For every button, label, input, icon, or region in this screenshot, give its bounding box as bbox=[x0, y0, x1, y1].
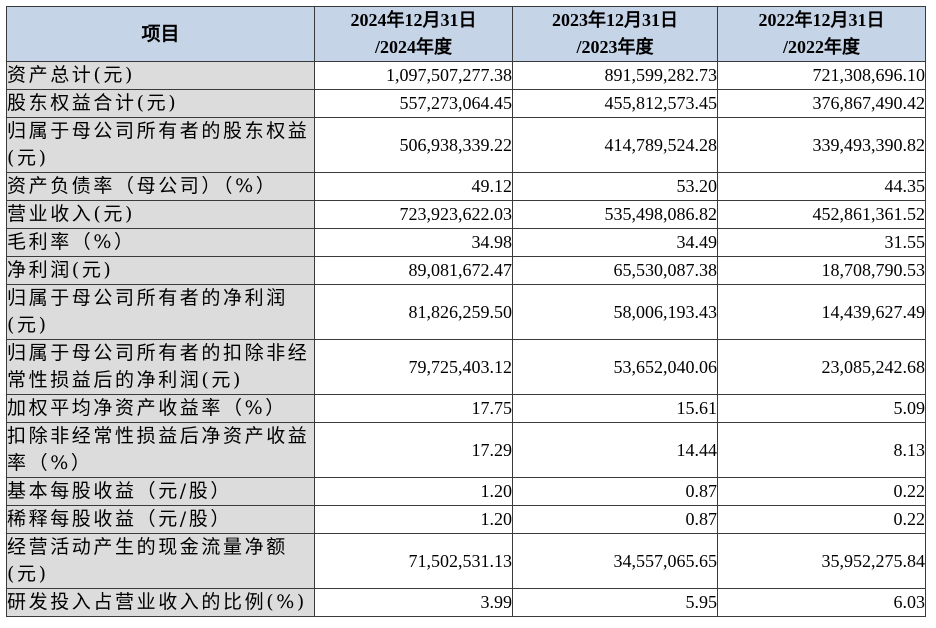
table-row: 研发投入占营业收入的比例(%) 3.99 5.95 6.03 bbox=[6, 588, 926, 617]
value-2024: 79,725,403.12 bbox=[314, 339, 513, 395]
header-2023-year: /2023年度 bbox=[576, 37, 654, 57]
value-2023: 53.20 bbox=[512, 172, 718, 201]
value-2024: 1,097,507,277.38 bbox=[314, 61, 513, 90]
value-2022: 0.22 bbox=[717, 505, 926, 534]
table-row: 经营活动产生的现金流量净额(元) 71,502,531.13 34,557,065.… bbox=[6, 533, 926, 589]
value-2023: 5.95 bbox=[512, 588, 718, 617]
value-2023: 53,652,040.06 bbox=[512, 339, 718, 395]
value-2023: 58,006,193.43 bbox=[512, 284, 718, 340]
value-2024: 506,938,339.22 bbox=[314, 117, 513, 173]
value-2024: 17.29 bbox=[314, 422, 513, 478]
value-2023: 455,812,573.45 bbox=[512, 89, 718, 118]
value-2023: 0.87 bbox=[512, 477, 718, 506]
header-2024-year: /2024年度 bbox=[374, 37, 452, 57]
table-header: 项目 2024年12月31日 /2024年度 2023年12月31日 /2023… bbox=[6, 6, 926, 62]
value-2023: 414,789,524.28 bbox=[512, 117, 718, 173]
row-label: 资产负债率（母公司）（%） bbox=[6, 172, 315, 201]
value-2023: 891,599,282.73 bbox=[512, 61, 718, 90]
table-row: 资产负债率（母公司）（%） 49.12 53.20 44.35 bbox=[6, 172, 926, 201]
value-2023: 535,498,086.82 bbox=[512, 200, 718, 229]
value-2023: 15.61 bbox=[512, 394, 718, 423]
table-row: 扣除非经常性损益后净资产收益率（%） 17.29 14.44 8.13 bbox=[6, 422, 926, 478]
value-2022: 31.55 bbox=[717, 228, 926, 257]
value-2023: 0.87 bbox=[512, 505, 718, 534]
value-2023: 34.49 bbox=[512, 228, 718, 257]
value-2022: 5.09 bbox=[717, 394, 926, 423]
value-2024: 81,826,259.50 bbox=[314, 284, 513, 340]
row-label: 归属于母公司所有者的股东权益(元) bbox=[6, 117, 315, 173]
value-2024: 34.98 bbox=[314, 228, 513, 257]
value-2022: 339,493,390.82 bbox=[717, 117, 926, 173]
value-2022: 721,308,696.10 bbox=[717, 61, 926, 90]
header-item: 项目 bbox=[6, 6, 315, 62]
value-2022: 44.35 bbox=[717, 172, 926, 201]
table-row: 营业收入(元) 723,923,622.03 535,498,086.82 452,8… bbox=[6, 200, 926, 229]
value-2022: 0.22 bbox=[717, 477, 926, 506]
row-label: 经营活动产生的现金流量净额(元) bbox=[6, 533, 315, 589]
value-2022: 452,861,361.52 bbox=[717, 200, 926, 229]
value-2023: 34,557,065.65 bbox=[512, 533, 718, 589]
value-2022: 8.13 bbox=[717, 422, 926, 478]
header-2022-date: 2022年12月31日 bbox=[758, 10, 885, 30]
row-label: 归属于母公司所有者的扣除非经常性损益后的净利润(元) bbox=[6, 339, 315, 395]
value-2022: 18,708,790.53 bbox=[717, 256, 926, 285]
table-row: 归属于母公司所有者的股东权益(元) 506,938,339.22 414,789,5… bbox=[6, 117, 926, 173]
value-2024: 17.75 bbox=[314, 394, 513, 423]
value-2022: 6.03 bbox=[717, 588, 926, 617]
value-2022: 376,867,490.42 bbox=[717, 89, 926, 118]
table-row: 资产总计(元) 1,097,507,277.38 891,599,282.73 721… bbox=[6, 61, 926, 90]
table-row: 稀释每股收益（元/股） 1.20 0.87 0.22 bbox=[6, 505, 926, 534]
row-label: 扣除非经常性损益后净资产收益率（%） bbox=[6, 422, 315, 478]
value-2024: 1.20 bbox=[314, 477, 513, 506]
row-label: 研发投入占营业收入的比例(%) bbox=[6, 588, 315, 617]
table-row: 基本每股收益（元/股） 1.20 0.87 0.22 bbox=[6, 477, 926, 506]
row-label: 归属于母公司所有者的净利润(元) bbox=[6, 284, 315, 340]
row-label: 资产总计(元) bbox=[6, 61, 315, 90]
header-2023: 2023年12月31日 /2023年度 bbox=[512, 6, 718, 62]
header-2023-date: 2023年12月31日 bbox=[552, 10, 678, 30]
value-2022: 23,085,242.68 bbox=[717, 339, 926, 395]
row-label: 股东权益合计(元) bbox=[6, 89, 315, 118]
row-label: 基本每股收益（元/股） bbox=[6, 477, 315, 506]
header-2024-date: 2024年12月31日 bbox=[350, 10, 477, 30]
value-2024: 723,923,622.03 bbox=[314, 200, 513, 229]
value-2024: 89,081,672.47 bbox=[314, 256, 513, 285]
financial-table-container: 项目 2024年12月31日 /2024年度 2023年12月31日 /2023… bbox=[6, 6, 926, 617]
table-row: 归属于母公司所有者的扣除非经常性损益后的净利润(元) 79,725,403.12 5… bbox=[6, 339, 926, 395]
table-row: 毛利率（%） 34.98 34.49 31.55 bbox=[6, 228, 926, 257]
row-label: 净利润(元) bbox=[6, 256, 315, 285]
value-2024: 71,502,531.13 bbox=[314, 533, 513, 589]
row-label: 营业收入(元) bbox=[6, 200, 315, 229]
table-row: 加权平均净资产收益率（%） 17.75 15.61 5.09 bbox=[6, 394, 926, 423]
header-row: 项目 2024年12月31日 /2024年度 2023年12月31日 /2023… bbox=[6, 6, 926, 62]
table-row: 归属于母公司所有者的净利润(元) 81,826,259.50 58,006,193.… bbox=[6, 284, 926, 340]
table-body: 资产总计(元) 1,097,507,277.38 891,599,282.73 721… bbox=[6, 61, 926, 617]
value-2024: 49.12 bbox=[314, 172, 513, 201]
value-2022: 14,439,627.49 bbox=[717, 284, 926, 340]
value-2022: 35,952,275.84 bbox=[717, 533, 926, 589]
value-2023: 65,530,087.38 bbox=[512, 256, 718, 285]
row-label: 稀释每股收益（元/股） bbox=[6, 505, 315, 534]
row-label: 毛利率（%） bbox=[6, 228, 315, 257]
row-label: 加权平均净资产收益率（%） bbox=[6, 394, 315, 423]
value-2024: 1.20 bbox=[314, 505, 513, 534]
financial-summary-table: 项目 2024年12月31日 /2024年度 2023年12月31日 /2023… bbox=[6, 6, 926, 617]
table-row: 净利润(元) 89,081,672.47 65,530,087.38 18,708,7… bbox=[6, 256, 926, 285]
table-row: 股东权益合计(元) 557,273,064.45 455,812,573.45 376… bbox=[6, 89, 926, 118]
value-2023: 14.44 bbox=[512, 422, 718, 478]
value-2024: 3.99 bbox=[314, 588, 513, 617]
value-2024: 557,273,064.45 bbox=[314, 89, 513, 118]
header-2022-year: /2022年度 bbox=[782, 37, 860, 57]
header-2024: 2024年12月31日 /2024年度 bbox=[314, 6, 513, 62]
header-2022: 2022年12月31日 /2022年度 bbox=[717, 6, 926, 62]
